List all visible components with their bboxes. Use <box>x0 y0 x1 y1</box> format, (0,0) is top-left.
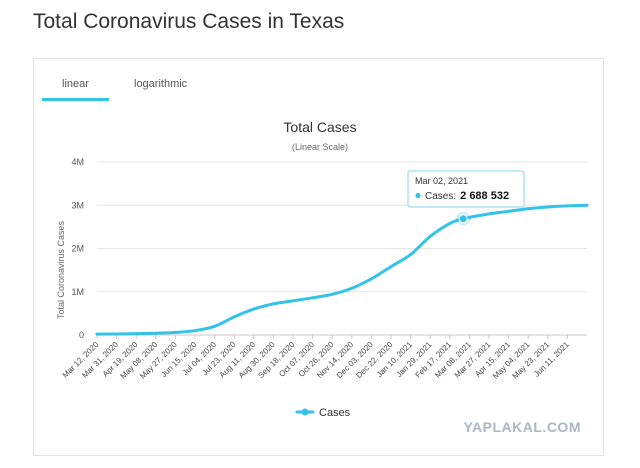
y-tick-label: 3M <box>71 200 84 210</box>
data-point <box>526 207 530 211</box>
data-point <box>95 332 99 336</box>
y-tick-label: 1M <box>71 287 84 297</box>
tooltip-date: Mar 02, 2021 <box>415 176 468 186</box>
watermark: YAPLAKAL.COM <box>463 419 581 435</box>
data-point <box>546 205 550 209</box>
data-point <box>487 212 491 216</box>
data-point <box>565 204 569 208</box>
tab-linear[interactable]: linear <box>42 77 109 101</box>
chart-subtitle: (Linear Scale) <box>292 142 348 152</box>
chart-card: linear logarithmic Total Cases (Linear S… <box>33 58 604 456</box>
data-point <box>154 331 158 335</box>
legend[interactable]: Cases <box>295 407 351 419</box>
tooltip-series-label: Cases: 2 688 532 <box>425 190 509 202</box>
data-point <box>389 265 393 269</box>
data-point <box>213 324 217 328</box>
legend-label-cases: Cases <box>319 407 351 419</box>
data-point <box>271 302 275 306</box>
page-title: Total Coronavirus Cases in Texas <box>33 10 345 33</box>
data-point <box>193 329 197 333</box>
tooltip-box <box>407 170 525 208</box>
data-point <box>585 203 589 207</box>
chart-title: Total Cases <box>283 119 356 135</box>
y-tick-label: 0 <box>79 330 84 340</box>
data-point <box>448 221 452 225</box>
tooltip-series-marker <box>415 192 421 199</box>
y-axis-ticks: 0 1M 2M 3M 4M <box>71 157 84 340</box>
data-point <box>311 296 315 300</box>
y-tick-label: 2M <box>71 244 84 254</box>
tooltip-value: 2 688 532 <box>460 190 509 202</box>
tooltip-series-name: Cases <box>425 191 453 202</box>
data-point <box>291 299 295 303</box>
data-point <box>122 332 126 336</box>
data-point <box>350 286 354 290</box>
hover-point[interactable] <box>458 214 468 224</box>
data-point <box>428 234 432 238</box>
y-tick-label: 4M <box>71 157 84 167</box>
data-point <box>409 253 413 257</box>
data-point <box>330 292 334 296</box>
data-point <box>507 209 511 213</box>
tooltip: Mar 02, 2021 Cases: 2 688 532 <box>407 170 525 208</box>
scale-tabs: linear logarithmic <box>42 59 597 103</box>
data-point <box>467 215 471 219</box>
series-line-cases <box>95 203 589 336</box>
data-point <box>369 277 373 281</box>
tab-logarithmic[interactable]: logarithmic <box>134 78 188 90</box>
tooltip-colon: : <box>453 191 456 202</box>
series-points <box>95 203 589 336</box>
y-axis-label: Total Coronavirus Cases <box>56 220 66 319</box>
legend-swatch-marker <box>301 408 309 416</box>
data-point <box>232 315 236 319</box>
data-point <box>252 307 256 311</box>
data-point <box>173 330 177 334</box>
total-cases-chart: Total Cases (Linear Scale) Total Coronav… <box>56 119 589 419</box>
